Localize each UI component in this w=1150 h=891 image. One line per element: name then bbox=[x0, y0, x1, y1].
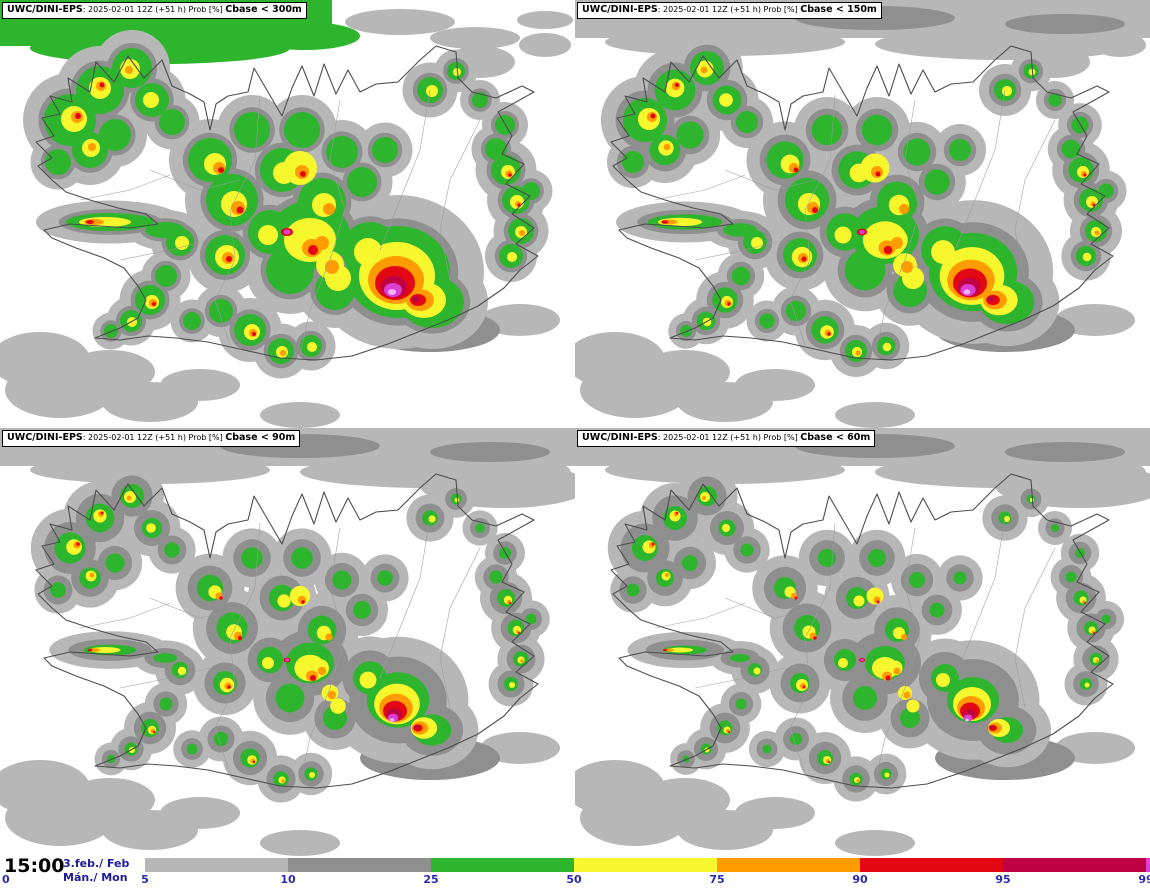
legend-label: 95 bbox=[995, 873, 1011, 886]
legend-label-zero: 0 bbox=[2, 873, 10, 886]
legend-segment bbox=[431, 858, 574, 872]
map-panel-cbase-300: UWC/DINI-EPS: 2025-02-01 12Z (+51 h) Pro… bbox=[0, 0, 575, 428]
weather-map-cbase-60 bbox=[575, 428, 1150, 856]
map-grid: UWC/DINI-EPS: 2025-02-01 12Z (+51 h) Pro… bbox=[0, 0, 1150, 856]
legend-segment bbox=[288, 858, 431, 872]
map-panel-cbase-90: UWC/DINI-EPS: 2025-02-01 12Z (+51 h) Pro… bbox=[0, 428, 575, 856]
model-name: UWC/DINI-EPS bbox=[582, 4, 658, 15]
legend-label: 75 bbox=[709, 873, 725, 886]
legend-segment bbox=[145, 858, 288, 872]
legend-segment bbox=[574, 858, 717, 872]
legend-segment bbox=[860, 858, 1003, 872]
map-panel-cbase-150: UWC/DINI-EPS: 2025-02-01 12Z (+51 h) Pro… bbox=[575, 0, 1150, 428]
threshold-label: Cbase < 300m bbox=[225, 4, 302, 15]
legend-label: 5 bbox=[141, 873, 149, 886]
valid-time: 15:00 bbox=[4, 855, 65, 877]
footer-bar: 15:00 0 3.feb./ Feb Mán./ Mon 5 10 25 50 75 9… bbox=[0, 855, 1150, 891]
legend-segment bbox=[1146, 858, 1150, 872]
legend-label: 10 bbox=[280, 873, 296, 886]
legend-label: 90 bbox=[852, 873, 868, 886]
weather-map-cbase-90 bbox=[0, 428, 575, 856]
model-name: UWC/DINI-EPS bbox=[7, 4, 83, 15]
run-info: : 2025-02-01 12Z (+51 h) Prob [%] bbox=[657, 5, 801, 14]
legend-segment bbox=[1003, 858, 1146, 872]
run-info: : 2025-02-01 12Z (+51 h) Prob [%] bbox=[82, 433, 226, 442]
legend-label: 50 bbox=[566, 873, 582, 886]
model-name: UWC/DINI-EPS bbox=[582, 432, 658, 443]
legend-segment bbox=[717, 858, 860, 872]
valid-day: Mán./ Mon bbox=[63, 871, 128, 885]
valid-date-block: 3.feb./ Feb Mán./ Mon bbox=[63, 857, 129, 886]
map-panel-cbase-60: UWC/DINI-EPS: 2025-02-01 12Z (+51 h) Pro… bbox=[575, 428, 1150, 856]
panel-title: UWC/DINI-EPS: 2025-02-01 12Z (+51 h) Pro… bbox=[577, 430, 876, 448]
panel-title: UWC/DINI-EPS: 2025-02-01 12Z (+51 h) Pro… bbox=[577, 2, 882, 20]
weather-map-cbase-150 bbox=[575, 0, 1150, 428]
panel-title: UWC/DINI-EPS: 2025-02-01 12Z (+51 h) Pro… bbox=[2, 2, 307, 20]
threshold-label: Cbase < 90m bbox=[225, 432, 296, 443]
legend-bar bbox=[145, 858, 1150, 872]
run-info: : 2025-02-01 12Z (+51 h) Prob [%] bbox=[82, 5, 226, 14]
run-info: : 2025-02-01 12Z (+51 h) Prob [%] bbox=[657, 433, 801, 442]
threshold-label: Cbase < 150m bbox=[800, 4, 877, 15]
threshold-label: Cbase < 60m bbox=[800, 432, 871, 443]
panel-title: UWC/DINI-EPS: 2025-02-01 12Z (+51 h) Pro… bbox=[2, 430, 301, 448]
legend-label: 25 bbox=[423, 873, 439, 886]
legend-label: 99 bbox=[1138, 873, 1150, 886]
valid-date: 3.feb./ Feb bbox=[63, 857, 130, 870]
model-name: UWC/DINI-EPS bbox=[7, 432, 83, 443]
weather-map-cbase-300 bbox=[0, 0, 575, 428]
